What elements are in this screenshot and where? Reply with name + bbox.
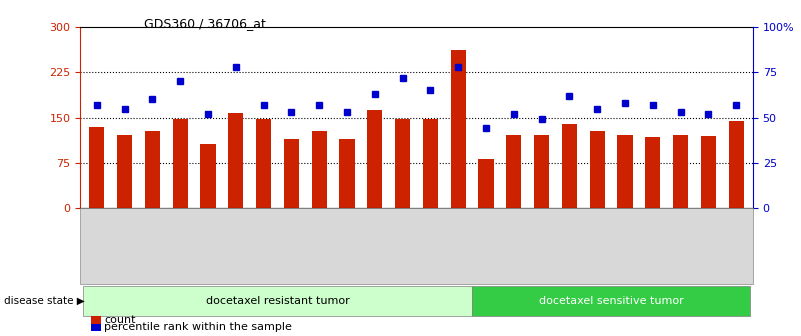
Bar — [117, 134, 132, 208]
Bar — [228, 113, 244, 208]
Text: GSM4906: GSM4906 — [203, 212, 212, 255]
Text: GSM4915: GSM4915 — [593, 212, 602, 255]
Bar — [673, 134, 688, 208]
Text: GDS360 / 36706_at: GDS360 / 36706_at — [144, 17, 266, 30]
Bar — [729, 121, 744, 208]
Text: disease state ▶: disease state ▶ — [4, 296, 85, 306]
Bar — [701, 136, 716, 208]
Text: GSM4901: GSM4901 — [92, 212, 101, 255]
Bar — [618, 134, 633, 208]
Text: GSM4919: GSM4919 — [648, 212, 658, 255]
Text: count: count — [104, 315, 135, 325]
Text: GSM4908: GSM4908 — [537, 212, 546, 255]
Text: docetaxel resistant tumor: docetaxel resistant tumor — [206, 296, 349, 306]
Bar — [340, 139, 355, 208]
Bar — [590, 131, 605, 208]
Bar — [423, 119, 438, 208]
Text: GSM4907: GSM4907 — [509, 212, 518, 255]
Bar — [367, 110, 382, 208]
Bar — [200, 143, 215, 208]
Text: GSM4916: GSM4916 — [370, 212, 380, 255]
Bar — [478, 159, 493, 208]
Bar — [451, 50, 466, 208]
Text: GSM4904: GSM4904 — [148, 212, 157, 255]
Text: GSM4902: GSM4902 — [120, 212, 129, 255]
Text: GSM4922: GSM4922 — [426, 212, 435, 255]
Bar — [284, 139, 299, 208]
Bar — [395, 119, 410, 208]
Text: percentile rank within the sample: percentile rank within the sample — [104, 322, 292, 332]
Text: GSM4910: GSM4910 — [259, 212, 268, 255]
Bar — [256, 119, 272, 208]
Bar — [645, 137, 661, 208]
Bar — [172, 119, 188, 208]
Bar — [145, 131, 160, 208]
Bar — [534, 134, 549, 208]
Bar — [562, 124, 577, 208]
Text: GSM4909: GSM4909 — [231, 212, 240, 255]
Text: GSM4924: GSM4924 — [453, 212, 463, 255]
Text: GSM4920: GSM4920 — [676, 212, 685, 255]
Text: GSM4903: GSM4903 — [481, 212, 490, 255]
Text: GSM4923: GSM4923 — [732, 212, 741, 255]
Text: GSM4911: GSM4911 — [287, 212, 296, 255]
Text: GSM4905: GSM4905 — [175, 212, 185, 255]
Text: GSM4912: GSM4912 — [315, 212, 324, 255]
Text: GSM4917: GSM4917 — [621, 212, 630, 255]
Text: GSM4913: GSM4913 — [343, 212, 352, 255]
Text: GSM4918: GSM4918 — [398, 212, 407, 255]
Bar — [89, 127, 104, 208]
Text: GSM4914: GSM4914 — [565, 212, 574, 255]
Text: GSM4921: GSM4921 — [704, 212, 713, 255]
Text: docetaxel sensitive tumor: docetaxel sensitive tumor — [539, 296, 683, 306]
Bar — [312, 131, 327, 208]
Bar — [506, 134, 521, 208]
